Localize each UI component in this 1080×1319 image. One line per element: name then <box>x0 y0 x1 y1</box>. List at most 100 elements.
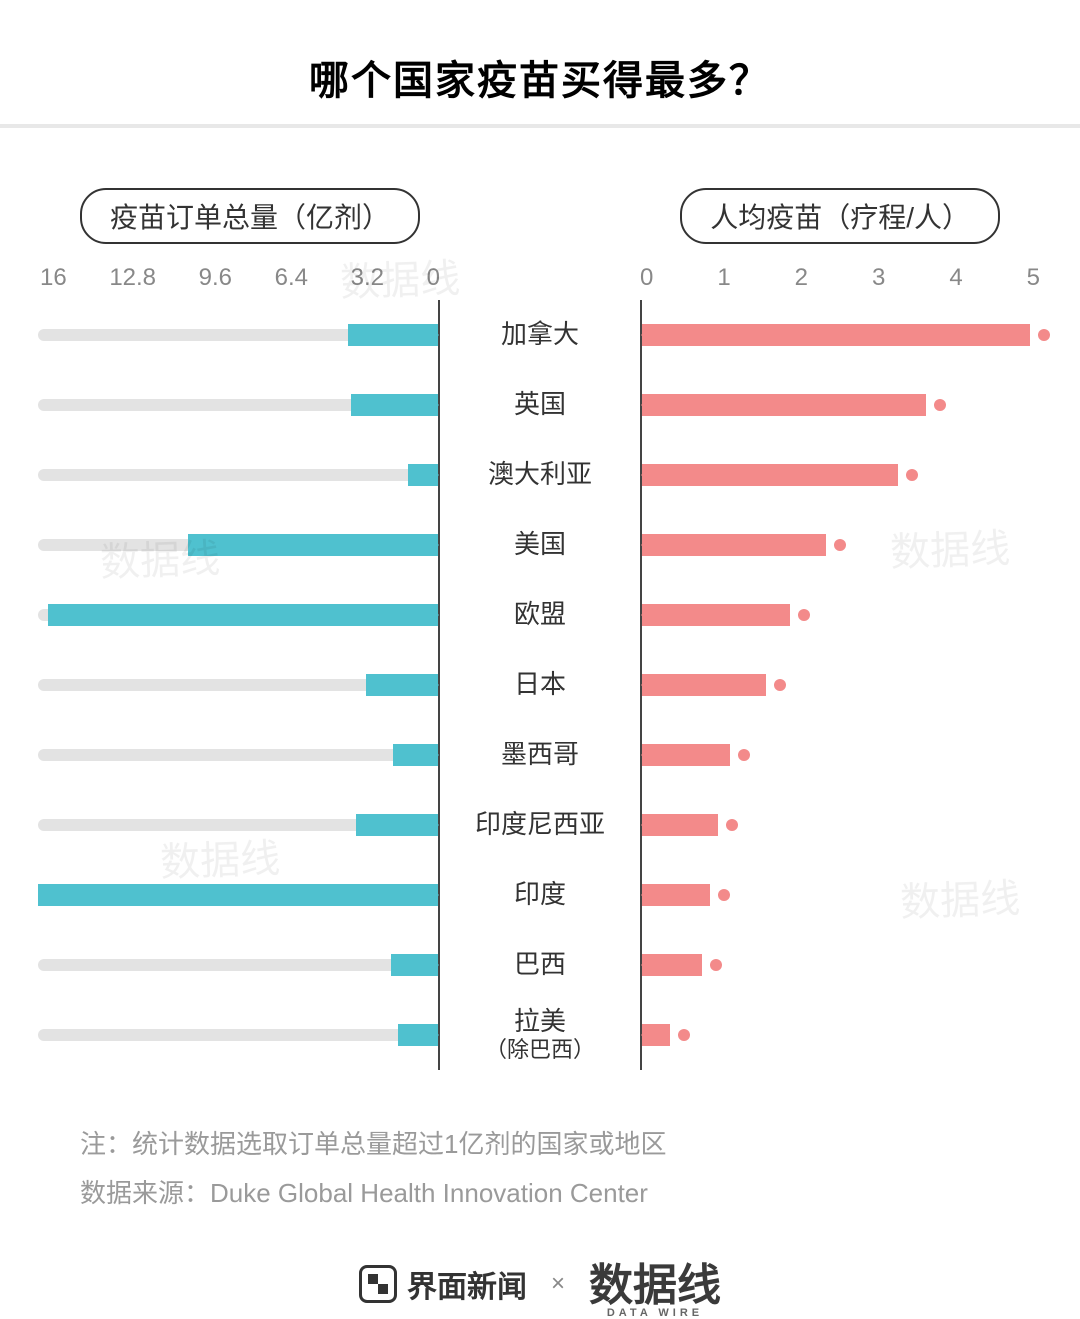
row-label: 澳大利亚 <box>440 460 640 490</box>
left-bar <box>188 534 438 556</box>
table-row: 美国 <box>40 510 1040 580</box>
right-bar-arrow-icon <box>641 884 653 906</box>
right-bar-endpoint-dot <box>678 1029 690 1041</box>
left-bar <box>38 884 438 906</box>
table-row: 欧盟 <box>40 580 1040 650</box>
left-bar-cell <box>40 790 440 860</box>
axis-tick: 3 <box>872 264 885 292</box>
axis-tick: 3.2 <box>351 264 384 292</box>
right-bar-cell <box>640 1000 1040 1070</box>
brand-datawire-en: DATA WIRE <box>589 1307 721 1319</box>
page-title: 哪个国家疫苗买得最多？ <box>0 48 1080 106</box>
left-bar <box>398 1024 438 1046</box>
right-bar <box>642 324 1030 346</box>
right-bar-arrow-icon <box>641 814 653 836</box>
right-bar-endpoint-dot <box>726 819 738 831</box>
left-bar-arrow-icon <box>427 604 439 626</box>
right-subtitle: 人均疫苗（疗程/人） <box>680 188 1000 244</box>
left-bar-cell <box>40 440 440 510</box>
left-bar-arrow-icon <box>427 324 439 346</box>
right-bar-cell <box>640 510 1040 580</box>
right-bar-arrow-icon <box>641 324 653 346</box>
left-bar-cell <box>40 650 440 720</box>
right-bar <box>642 604 790 626</box>
left-bar <box>351 394 439 416</box>
left-bar-cell <box>40 930 440 1000</box>
chart-area: 疫苗订单总量（亿剂） 人均疫苗（疗程/人） 1612.89.66.43.20 0… <box>40 188 1040 1070</box>
right-bar <box>642 534 826 556</box>
jiemian-logo-icon <box>359 1265 397 1303</box>
left-bar-track <box>38 959 438 971</box>
table-row: 拉美（除巴西） <box>40 1000 1040 1070</box>
title-divider <box>0 124 1080 128</box>
axis-tick: 9.6 <box>199 264 232 292</box>
table-row: 澳大利亚 <box>40 440 1040 510</box>
axis-tick: 5 <box>1027 264 1040 292</box>
left-bar-cell <box>40 1000 440 1070</box>
left-bar-arrow-icon <box>427 744 439 766</box>
brand-datawire: 数据线 DATA WIRE <box>589 1249 721 1319</box>
row-label: 加拿大 <box>440 320 640 350</box>
row-label: 墨西哥 <box>440 740 640 770</box>
left-bar-arrow-icon <box>427 534 439 556</box>
brand-separator: × <box>551 1270 565 1298</box>
row-label: 印度尼西亚 <box>440 810 640 840</box>
brand-jiemian-text: 界面新闻 <box>407 1262 527 1306</box>
right-bar-arrow-icon <box>641 604 653 626</box>
row-label: 欧盟 <box>440 600 640 630</box>
left-bar-cell <box>40 300 440 370</box>
right-bar-endpoint-dot <box>774 679 786 691</box>
right-bar-arrow-icon <box>641 744 653 766</box>
right-bar-endpoint-dot <box>834 539 846 551</box>
left-bar-cell <box>40 720 440 790</box>
left-bar-arrow-icon <box>427 1024 439 1046</box>
axis-left: 1612.89.66.43.20 <box>40 264 440 292</box>
axis-tick: 12.8 <box>109 264 156 292</box>
right-bar-cell <box>640 790 1040 860</box>
axis-row: 1612.89.66.43.20 012345 <box>40 264 1040 300</box>
table-row: 巴西 <box>40 930 1040 1000</box>
right-bar-cell <box>640 930 1040 1000</box>
axis-tick: 16 <box>40 264 67 292</box>
right-bar-endpoint-dot <box>798 609 810 621</box>
left-bar-track <box>38 1029 438 1041</box>
right-bar-cell <box>640 440 1040 510</box>
left-bar-arrow-icon <box>427 884 439 906</box>
right-bar <box>642 1024 670 1046</box>
left-bar-cell <box>40 370 440 440</box>
left-subtitle: 疫苗订单总量（亿剂） <box>80 188 420 244</box>
left-bar-arrow-icon <box>427 464 439 486</box>
axis-tick: 4 <box>949 264 962 292</box>
axis-tick: 2 <box>795 264 808 292</box>
right-bar <box>642 884 710 906</box>
right-bar-arrow-icon <box>641 1024 653 1046</box>
left-bar-arrow-icon <box>427 814 439 836</box>
left-bar <box>356 814 439 836</box>
left-bar-track <box>38 469 438 481</box>
right-bar <box>642 394 926 416</box>
right-bar-endpoint-dot <box>710 959 722 971</box>
right-bar-arrow-icon <box>641 394 653 416</box>
right-bar-cell <box>640 300 1040 370</box>
note-line: 数据来源：Duke Global Health Innovation Cente… <box>80 1169 1000 1218</box>
table-row: 印度尼西亚 <box>40 790 1040 860</box>
right-bar-arrow-icon <box>641 464 653 486</box>
right-bar-arrow-icon <box>641 534 653 556</box>
left-bar <box>366 674 439 696</box>
table-row: 墨西哥 <box>40 720 1040 790</box>
row-label: 印度 <box>440 880 640 910</box>
right-bar-endpoint-dot <box>738 749 750 761</box>
row-label: 英国 <box>440 390 640 420</box>
left-bar <box>348 324 438 346</box>
right-bar <box>642 744 730 766</box>
left-bar-cell <box>40 580 440 650</box>
right-bar <box>642 954 702 976</box>
axis-tick: 0 <box>640 264 653 292</box>
axis-tick: 0 <box>427 264 440 292</box>
right-bar-cell <box>640 370 1040 440</box>
left-bar-arrow-icon <box>427 954 439 976</box>
row-sublabel: （除巴西） <box>440 1037 640 1062</box>
right-bar <box>642 814 718 836</box>
right-bar-cell <box>640 720 1040 790</box>
right-bar-endpoint-dot <box>934 399 946 411</box>
